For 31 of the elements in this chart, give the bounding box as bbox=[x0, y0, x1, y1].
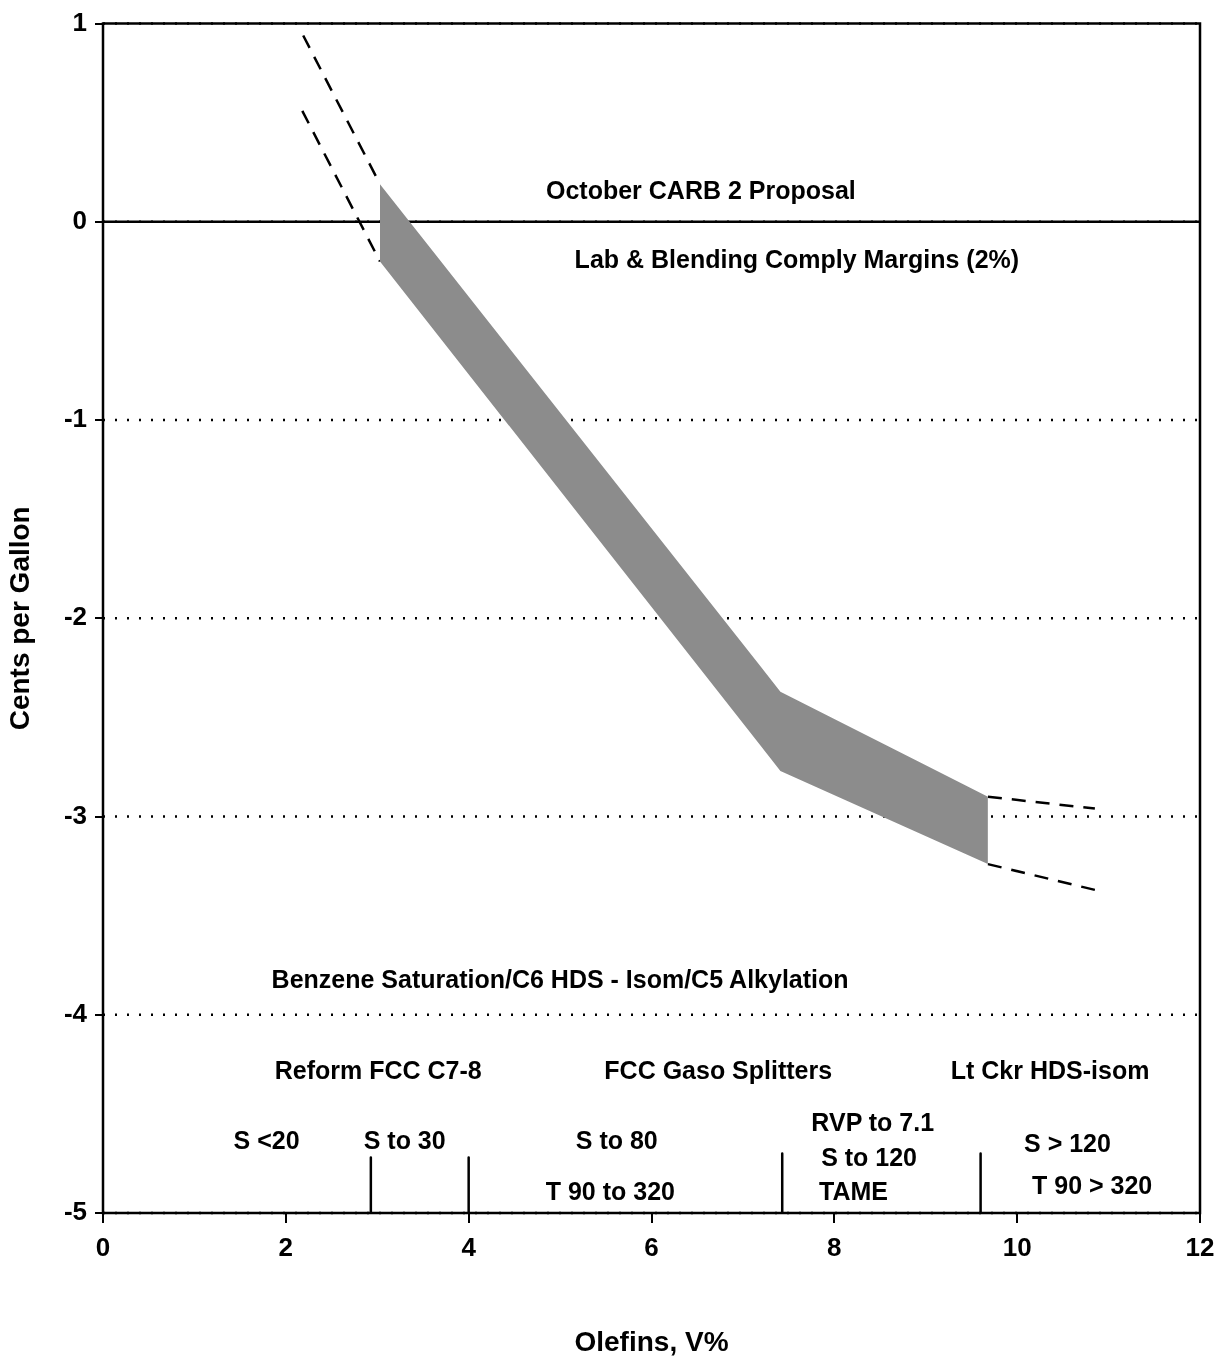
x-tick-label: 8 bbox=[827, 1231, 842, 1262]
annotation: S to 80 bbox=[575, 1125, 658, 1154]
y-tick-label: -4 bbox=[63, 997, 88, 1028]
annotation: FCC Gaso Splitters bbox=[604, 1056, 833, 1085]
x-tick-label: 6 bbox=[644, 1231, 659, 1262]
y-tick-label: -2 bbox=[63, 601, 87, 632]
y-tick-label: 1 bbox=[72, 6, 87, 37]
y-tick-label: -1 bbox=[63, 403, 87, 434]
annotation: Lab & Blending Comply Margins (2%) bbox=[574, 245, 1020, 274]
y-tick-label: -3 bbox=[63, 799, 87, 830]
y-tick-label: -5 bbox=[63, 1196, 87, 1227]
annotation: TAME bbox=[819, 1177, 889, 1206]
annotation: T 90 to 320 bbox=[545, 1177, 675, 1206]
x-tick-label: 12 bbox=[1185, 1231, 1215, 1262]
annotation: S <20 bbox=[233, 1125, 300, 1154]
x-tick-label: 4 bbox=[461, 1231, 477, 1262]
annotation: S to 120 bbox=[821, 1143, 918, 1172]
y-axis-title: Cents per Gallon bbox=[3, 506, 35, 731]
x-axis-title: Olefins, V% bbox=[574, 1325, 729, 1357]
annotation: Reform FCC C7-8 bbox=[274, 1056, 482, 1085]
annotation: T 90 > 320 bbox=[1032, 1171, 1153, 1200]
annotation: S to 30 bbox=[363, 1125, 446, 1154]
annotation: Lt Ckr HDS-isom bbox=[950, 1056, 1150, 1085]
annotation: S > 120 bbox=[1024, 1129, 1111, 1158]
x-tick-label: 0 bbox=[95, 1231, 111, 1262]
annotation: October CARB 2 Proposal bbox=[545, 175, 856, 204]
x-tick-label: 2 bbox=[278, 1231, 294, 1262]
annotation: Benzene Saturation/C6 HDS - Isom/C5 Alkylation bbox=[271, 964, 849, 993]
x-tick-label: 10 bbox=[1002, 1231, 1032, 1262]
y-tick-label: 0 bbox=[72, 205, 87, 236]
annotation: RVP to 7.1 bbox=[811, 1107, 935, 1136]
